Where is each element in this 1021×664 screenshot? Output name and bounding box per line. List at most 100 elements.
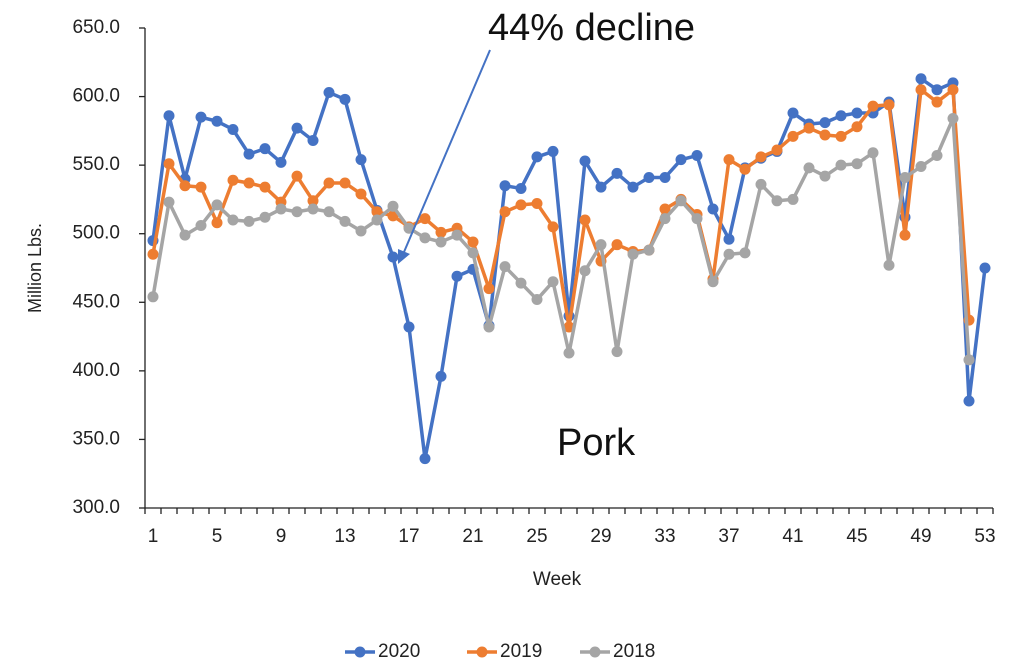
- x-axis-title: Week: [533, 569, 582, 590]
- y-tick-label: 300.0: [72, 497, 120, 518]
- data-point: [387, 200, 399, 212]
- data-point: [435, 370, 447, 382]
- data-point: [259, 211, 271, 223]
- data-point: [499, 206, 511, 218]
- data-point: [163, 196, 175, 208]
- data-point: [883, 259, 895, 271]
- data-point: [387, 251, 399, 263]
- data-point: [355, 154, 367, 166]
- data-point: [931, 150, 943, 162]
- data-point: [691, 213, 703, 225]
- data-point: [275, 203, 287, 215]
- data-point: [707, 203, 719, 215]
- data-point: [835, 159, 847, 171]
- data-point: [163, 110, 175, 122]
- data-point: [947, 84, 959, 96]
- data-point: [867, 147, 879, 159]
- data-point: [419, 232, 431, 244]
- data-point: [227, 174, 239, 186]
- data-point: [723, 233, 735, 245]
- data-point: [355, 225, 367, 237]
- data-point: [483, 321, 495, 333]
- data-point: [195, 219, 207, 231]
- series-line: [151, 116, 971, 361]
- annotation-arrowhead: [398, 249, 410, 264]
- data-point: [179, 229, 191, 241]
- data-point: [211, 217, 223, 229]
- series-line: [151, 76, 987, 461]
- data-point: [307, 195, 319, 207]
- data-point: [691, 150, 703, 162]
- data-point: [547, 221, 559, 233]
- y-tick-label: 350.0: [72, 428, 120, 449]
- data-point: [243, 215, 255, 227]
- data-point: [819, 117, 831, 129]
- data-point: [963, 354, 975, 366]
- data-point: [147, 248, 159, 260]
- data-point: [483, 283, 495, 295]
- data-point: [803, 162, 815, 174]
- legend: 2020 2019 2018: [345, 641, 655, 662]
- data-point: [835, 110, 847, 122]
- x-tick-label: 25: [526, 526, 547, 547]
- x-tick-label: 21: [462, 526, 483, 547]
- x-tick-label: 53: [974, 526, 995, 547]
- data-point: [915, 161, 927, 173]
- data-point: [723, 154, 735, 166]
- data-point: [531, 294, 543, 306]
- data-point: [979, 262, 991, 274]
- data-point: [259, 181, 271, 193]
- data-point: [211, 115, 223, 127]
- data-point: [531, 198, 543, 210]
- data-point: [627, 248, 639, 260]
- y-tick-label: 550.0: [72, 154, 120, 175]
- data-point: [787, 107, 799, 119]
- data-point: [403, 222, 415, 234]
- legend-label: 2018: [613, 641, 655, 662]
- data-point: [195, 181, 207, 193]
- data-point: [291, 122, 303, 134]
- data-point: [403, 321, 415, 333]
- data-point: [755, 151, 767, 163]
- data-point: [611, 346, 623, 358]
- data-point: [499, 261, 511, 273]
- data-point: [371, 214, 383, 226]
- data-point: [515, 182, 527, 194]
- data-point: [931, 96, 943, 108]
- x-tick-label: 45: [846, 526, 867, 547]
- data-point: [899, 229, 911, 241]
- data-point: [611, 239, 623, 251]
- data-point: [883, 99, 895, 111]
- data-point: [739, 247, 751, 259]
- data-point: [851, 121, 863, 133]
- data-point: [195, 111, 207, 123]
- data-point: [803, 122, 815, 134]
- data-point: [339, 93, 351, 105]
- data-point: [835, 130, 847, 142]
- y-axis-title: Million Lbs.: [25, 223, 45, 313]
- data-point: [227, 123, 239, 135]
- data-point: [291, 206, 303, 218]
- data-point: [323, 206, 335, 218]
- data-point: [435, 236, 447, 248]
- data-point: [963, 395, 975, 407]
- data-point: [387, 210, 399, 222]
- data-point: [595, 181, 607, 193]
- data-point: [227, 214, 239, 226]
- data-point: [627, 181, 639, 193]
- series-line: [151, 87, 971, 329]
- data-point: [419, 453, 431, 465]
- data-point: [771, 195, 783, 207]
- data-point: [339, 177, 351, 189]
- data-point: [275, 156, 287, 168]
- data-point: [467, 247, 479, 259]
- data-point: [467, 236, 479, 248]
- x-tick-label: 5: [212, 526, 223, 547]
- data-point: [851, 107, 863, 119]
- data-point: [579, 265, 591, 277]
- data-point: [259, 143, 271, 155]
- plot-area: [147, 73, 991, 465]
- x-tick-label: 1: [148, 526, 159, 547]
- annotation: 44% decline: [488, 7, 695, 49]
